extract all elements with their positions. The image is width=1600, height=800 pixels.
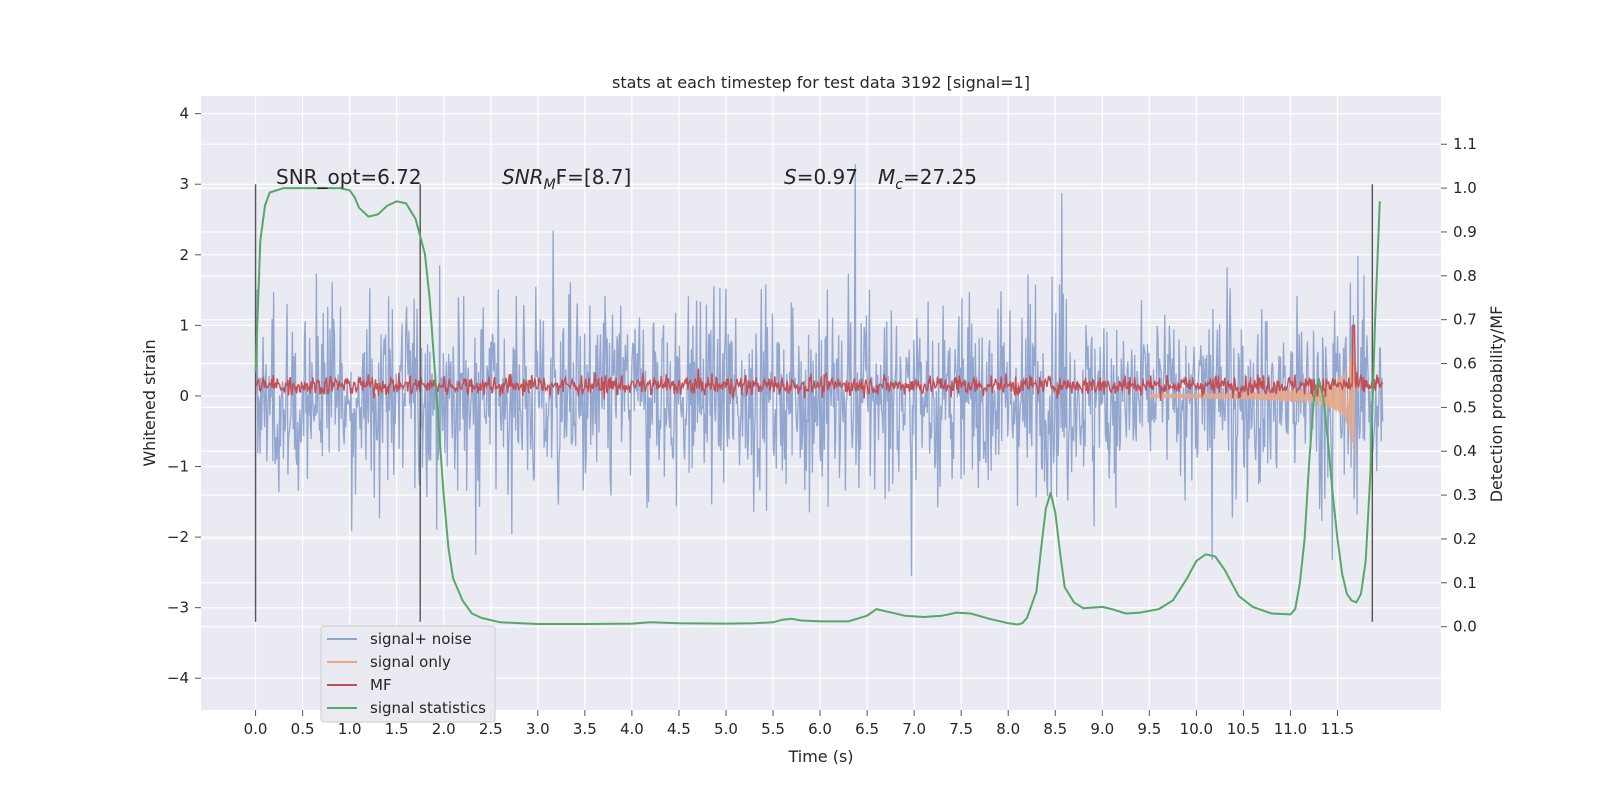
legend-label-signal-noise: signal+ noise — [370, 630, 472, 648]
y-axis-label-right: Detection probability/MF — [1487, 306, 1506, 503]
annotation-s: S=0.97 — [784, 165, 858, 189]
x-axis-label: Time (s) — [787, 747, 853, 766]
y-right-tick-label: 0.1 — [1453, 574, 1477, 592]
series-signal-statistics — [254, 187, 1381, 626]
x-tick-label: 0.5 — [291, 720, 315, 738]
x-tick-label: 10.5 — [1227, 720, 1260, 738]
y-right-tick-label: 0.2 — [1453, 530, 1477, 548]
y-right-tick-label: 1.0 — [1453, 179, 1477, 197]
legend-label-signal-statistics: signal statistics — [370, 699, 486, 717]
series-signal-only — [1148, 334, 1360, 460]
y-right-tick-label: 0.8 — [1453, 267, 1477, 285]
annotation-mc-value: =27.25 — [903, 165, 977, 189]
x-tick-label: 4.5 — [667, 720, 691, 738]
x-tick-label: 1.0 — [338, 720, 362, 738]
annotations: SNR_opt=6.72 SNRMF=[8.7] S=0.97 Mc=27.25 — [276, 165, 977, 193]
x-tick-label: 6.0 — [808, 720, 832, 738]
x-tick-label: 3.5 — [573, 720, 597, 738]
x-tick-label: 8.0 — [996, 720, 1020, 738]
y-left-tick-label: 0 — [179, 387, 189, 405]
y-left-tick-label: −4 — [167, 669, 189, 687]
y-right-tick-label: 0.7 — [1453, 311, 1477, 329]
annotation-s-value: =0.97 — [797, 165, 858, 189]
y-right-tick-label: 0.6 — [1453, 355, 1477, 373]
annotation-s-symbol: S — [784, 165, 797, 189]
signal-only-line — [1148, 334, 1360, 460]
x-tick-label: 11.0 — [1274, 720, 1307, 738]
series-signal-noise — [254, 164, 1384, 577]
x-tick-label: 0.0 — [244, 720, 268, 738]
y-left-tick-label: 4 — [179, 105, 189, 123]
x-tick-label: 5.0 — [714, 720, 738, 738]
y-left-tick-label: 2 — [179, 246, 189, 264]
y-right-tick-label: 0.5 — [1453, 398, 1477, 416]
legend: signal+ noise signal only MF signal stat… — [320, 625, 496, 723]
y-left-tick-label: −2 — [167, 528, 189, 546]
y-right-tick-label: 0.0 — [1453, 618, 1477, 636]
annotation-snr-opt: SNR_opt=6.72 — [276, 165, 422, 189]
legend-box — [320, 625, 496, 723]
annotation-snr-mf-value: F=[8.7] — [556, 165, 632, 189]
chart-title: stats at each timestep for test data 319… — [612, 73, 1030, 92]
annotation-mc-subscript: c — [895, 177, 903, 193]
x-tick-label: 10.0 — [1180, 720, 1213, 738]
y-left-tick-label: 3 — [179, 175, 189, 193]
y-axis-label-left: Whitened strain — [140, 339, 159, 466]
x-tick-label: 2.0 — [432, 720, 456, 738]
x-tick-label: 7.0 — [902, 720, 926, 738]
legend-label-mf: MF — [370, 676, 392, 694]
x-tick-label: 4.0 — [620, 720, 644, 738]
y-right-tick-label: 0.9 — [1453, 223, 1477, 241]
x-tick-label: 11.5 — [1321, 720, 1354, 738]
y-right-tick-label: 0.4 — [1453, 442, 1477, 460]
y-right-tick-label: 1.1 — [1453, 135, 1477, 153]
signal-statistics-line — [254, 187, 1381, 626]
plot-content — [254, 164, 1384, 626]
annotation-snr-mf-symbol: SNR — [502, 165, 544, 189]
annotation-mc-symbol: M — [878, 165, 895, 189]
mf-line — [255, 324, 1384, 401]
x-tick-label: 9.0 — [1090, 720, 1114, 738]
x-tick-label: 7.5 — [949, 720, 973, 738]
y-left-tick-label: 1 — [179, 316, 189, 334]
legend-label-signal-only: signal only — [370, 653, 451, 671]
annotation-snr-mf: SNRMF=[8.7] — [502, 165, 631, 193]
y-right-tick-label: 0.3 — [1453, 486, 1477, 504]
x-tick-label: 8.5 — [1043, 720, 1067, 738]
x-tick-label: 1.5 — [385, 720, 409, 738]
axis-ticks: 0.0 0.5 1.0 1.5 2.0 2.5 3.0 3.5 4.0 4.5 5.0 5.5 6.0 6… — [167, 105, 1477, 738]
x-tick-label: 3.0 — [526, 720, 550, 738]
x-tick-label: 9.5 — [1137, 720, 1161, 738]
y-left-tick-label: −1 — [167, 458, 189, 476]
annotation-mc: Mc=27.25 — [878, 165, 977, 193]
annotation-snr-mf-subscript: M — [544, 177, 556, 193]
y-left-tick-label: −3 — [167, 599, 189, 617]
x-tick-label: 5.5 — [761, 720, 785, 738]
signal-noise-line — [254, 164, 1384, 577]
x-tick-label: 2.5 — [479, 720, 503, 738]
series-mf — [255, 324, 1384, 401]
x-tick-label: 6.5 — [855, 720, 879, 738]
